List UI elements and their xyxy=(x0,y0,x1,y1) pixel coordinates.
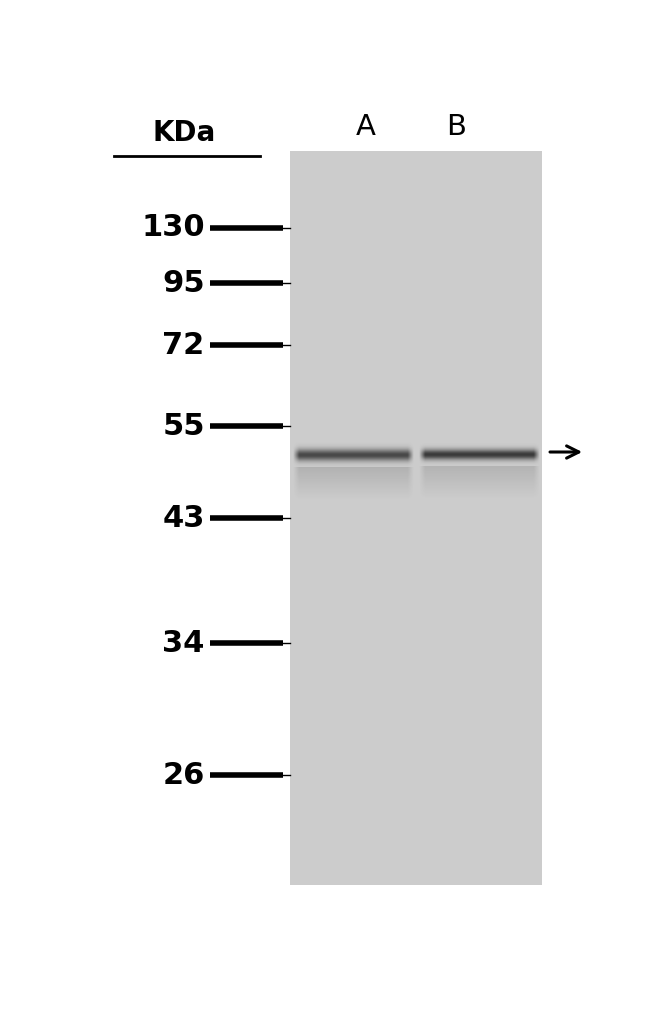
Text: 72: 72 xyxy=(162,331,205,360)
Text: A: A xyxy=(356,113,376,141)
Bar xyxy=(291,151,542,885)
Text: 130: 130 xyxy=(141,213,205,242)
Text: 95: 95 xyxy=(162,269,205,298)
Text: 34: 34 xyxy=(162,629,205,658)
Text: B: B xyxy=(447,113,467,141)
Text: 43: 43 xyxy=(162,504,205,532)
Text: 55: 55 xyxy=(162,411,205,441)
Text: 26: 26 xyxy=(162,761,205,790)
Text: KDa: KDa xyxy=(153,119,216,147)
